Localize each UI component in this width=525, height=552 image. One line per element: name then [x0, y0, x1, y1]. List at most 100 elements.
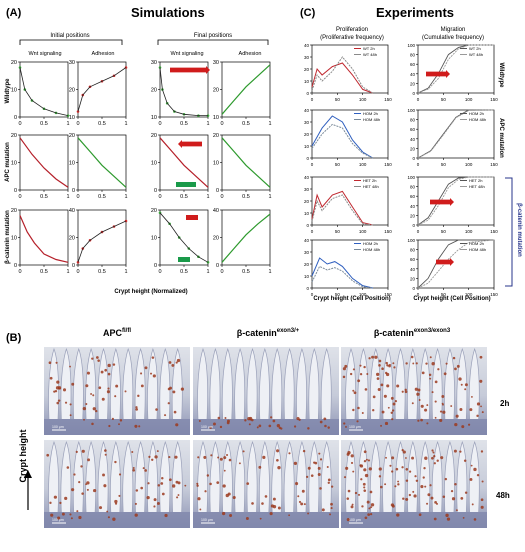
- micrograph-r1-c2-stained-nucleus: [470, 464, 473, 467]
- micrograph-r1-c1-stained-nucleus: [319, 487, 322, 490]
- micrograph-r0-c2-stained-nucleus: [393, 366, 396, 369]
- micrograph-r1-c2-stained-nucleus: [453, 449, 457, 453]
- micrograph-r0-c2-stained-nucleus: [431, 391, 434, 394]
- micrograph-r0-c2-villus: [419, 347, 431, 420]
- micrograph-r0-c2-stained-nucleus: [404, 390, 408, 394]
- micrograph-r1-c2-stained-nucleus: [414, 475, 417, 478]
- a-catenin-mutation-final-adhesion-xtick-label: 0: [220, 269, 223, 275]
- micrograph-r0-c2-stained-nucleus: [481, 411, 484, 414]
- micrograph-r1-c0-villus: [147, 440, 158, 513]
- a-catenin-mutation-initial-wnt-signaling-ytick-label: 0: [14, 263, 17, 269]
- micrograph-r0-c2-stained-nucleus: [461, 425, 465, 429]
- micrograph-r1-c0-stained-nucleus: [132, 466, 135, 469]
- micrograph-r1-c1-stained-nucleus: [232, 495, 236, 500]
- c-wildtype-proliferation-frame: [311, 44, 389, 94]
- micrograph-r0-c0-stained-nucleus: [175, 423, 179, 427]
- a-apc-mutation-final-adhesion-series-0: [221, 137, 271, 188]
- c-catenin-mutation-hom-migration-series-0: [417, 239, 494, 289]
- micrograph-r1-c1-stained-nucleus: [216, 481, 220, 484]
- a-wildtype-final-wnt-signaling-xtick-label: 1: [206, 121, 209, 127]
- micrograph-r0-c1-stained-nucleus: [256, 426, 259, 429]
- row-label-wildtype-c: Wildtype: [498, 63, 504, 89]
- micrograph-r0-c1-villus: [271, 347, 283, 420]
- c-catenin-mutation-hom-migration-xtick-label: 0: [417, 292, 420, 297]
- a-wildtype-initial-wnt-signaling-xtick-label: 0.5: [40, 121, 48, 127]
- a-catenin-mutation-final-wnt-signaling-series-line: [159, 212, 209, 263]
- micrograph-r0-c2-stained-nucleus: [401, 390, 404, 393]
- micrograph-r1-c2-stained-nucleus: [361, 505, 364, 508]
- micrograph-r1-c2-stained-nucleus: [358, 493, 361, 496]
- micrograph-r1-c2-stained-nucleus: [471, 503, 474, 506]
- c-wildtype-proliferation-ytick-label: 30: [304, 55, 310, 60]
- micrograph-r1-c1-stained-nucleus: [298, 500, 302, 504]
- crypt-height-label: Crypt height: [18, 429, 28, 482]
- micrograph-r1-c1-stained-nucleus: [327, 481, 330, 484]
- a-apc-mutation-initial-wnt-signaling-ytick-label: 0: [14, 188, 17, 194]
- micrograph-r1-c1-stained-nucleus: [330, 502, 333, 506]
- micrograph-r0-c1-stained-nucleus: [307, 427, 310, 430]
- a-apc-mutation-initial-adhesion-ytick-label: 20: [69, 133, 75, 139]
- micrograph-r0-c1-stained-nucleus: [270, 416, 273, 419]
- micrograph-r1-c2-stained-nucleus: [369, 490, 373, 494]
- micrograph-r1-c0-stained-nucleus: [153, 505, 156, 508]
- a-apc-mutation-initial-adhesion-frame: [77, 134, 127, 191]
- micrograph-r0-c1-villus: [308, 347, 320, 420]
- a-wildtype-initial-adhesion-xtick-label: 1: [124, 121, 127, 127]
- c-catenin-mutation-hom-migration-series-1: [417, 239, 495, 289]
- micrograph-r1-c1-stained-nucleus: [199, 508, 202, 511]
- c-wildtype-proliferation-xtick-label: 50: [335, 97, 341, 102]
- micrograph-r0-c1-stained-nucleus: [247, 417, 251, 421]
- c-wildtype-migration-legend-entry: WT 48h: [469, 52, 483, 57]
- micrograph-r0-c0-stained-nucleus: [137, 394, 140, 398]
- micrograph-r1-c0-stained-nucleus: [46, 453, 50, 457]
- micrograph-r0-c0-stained-nucleus: [82, 406, 87, 411]
- micrograph-r0-c0-stained-nucleus: [152, 374, 156, 378]
- micrograph-r1-c0-villus: [122, 440, 134, 513]
- micrograph-r1-c0-stained-nucleus: [98, 506, 103, 510]
- micrograph-r1-c2-stained-nucleus: [401, 449, 404, 452]
- micrograph-r1-c1-stained-nucleus: [259, 517, 262, 520]
- c-catenin-mutation-migration-ytick-label: 60: [410, 194, 416, 199]
- c-apc-mutation-migration-xtick-label: 100: [465, 162, 473, 167]
- micrograph-r0-c0-stained-nucleus: [180, 387, 184, 391]
- micrograph-r0-c2-stained-nucleus: [388, 364, 391, 368]
- micrograph-r1-c0-stained-nucleus: [71, 488, 75, 492]
- micrograph-r1-c0-stained-nucleus: [154, 455, 158, 459]
- micrograph-r1-c2-stained-nucleus: [415, 479, 419, 483]
- micrograph-r0-c0-stained-nucleus: [135, 406, 138, 409]
- a-apc-mutation-final-adhesion-ytick-label: 10: [213, 161, 219, 167]
- micrograph-r0-c1-stained-nucleus: [327, 426, 330, 429]
- micrograph-r0-c0-stained-nucleus: [144, 366, 148, 370]
- micrograph-r1-c0-stained-nucleus: [172, 484, 176, 488]
- c-apc-mutation-proliferation-ytick-label: 20: [304, 132, 310, 137]
- a-catenin-mutation-initial-adhesion-ytick-label: 20: [69, 236, 75, 242]
- micrograph-r1-c2-stained-nucleus: [350, 454, 354, 458]
- micrograph-r0-c2-scale-label: 100 μm: [349, 425, 361, 429]
- c-catenin-mutation-proliferation-series-1: [311, 194, 373, 226]
- c-catenin-mutation-hom-proliferation-xtick-label: 0: [311, 292, 314, 297]
- arrow-wt-migration: [426, 70, 450, 78]
- micrograph-r1-c1-villus: [320, 440, 332, 513]
- micrograph-r1-c1-stained-nucleus: [245, 517, 249, 521]
- micrograph-r0-c0-stained-nucleus: [134, 424, 138, 428]
- a-apc-mutation-initial-adhesion-xtick-label: 1: [124, 194, 127, 200]
- micrograph-r1-c2-stained-nucleus: [412, 490, 415, 493]
- micrograph-r0-c1-villus: [246, 347, 258, 420]
- c-apc-mutation-migration-ytick-label: 60: [410, 127, 416, 132]
- c-catenin-mutation-hom-migration-xtick-label: 50: [441, 292, 447, 297]
- micrograph-r1-c0-stained-nucleus: [135, 489, 139, 492]
- micrograph-r0-c2-stained-nucleus: [386, 364, 389, 367]
- a-apc-mutation-initial-wnt-signaling-ytick-label: 10: [11, 161, 17, 167]
- micrograph-r1-c0-stained-nucleus: [161, 477, 164, 480]
- c-apc-mutation-proliferation-xtick-label: 100: [359, 162, 367, 167]
- micrograph-r1-c1-stained-nucleus: [277, 506, 281, 510]
- micrograph-r0-c2-stained-nucleus: [480, 405, 482, 408]
- micrograph-r1-c1-stained-nucleus: [219, 457, 223, 461]
- micrograph-r1-c0-stained-nucleus: [104, 449, 107, 452]
- micrograph-r0-c1-stained-nucleus: [319, 420, 323, 424]
- c-catenin-mutation-migration-ytick-label: 100: [407, 175, 415, 180]
- micrograph-r1-c1-stained-nucleus: [261, 502, 264, 505]
- micrograph-r1-c2-stained-nucleus: [346, 452, 350, 456]
- micrograph-r1-c0-stained-nucleus: [174, 455, 178, 459]
